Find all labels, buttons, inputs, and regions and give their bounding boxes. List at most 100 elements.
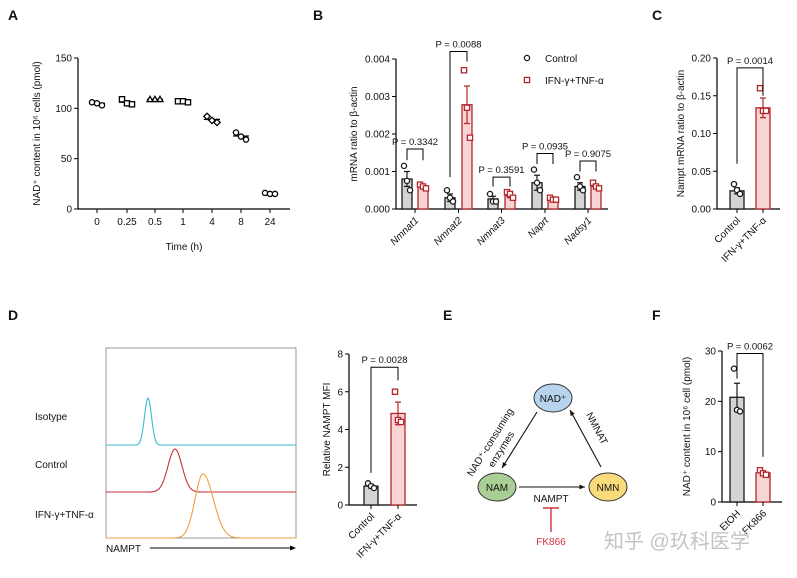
data-point bbox=[463, 104, 471, 112]
y-tick-label: 0.05 bbox=[692, 167, 712, 178]
data-point bbox=[118, 96, 126, 103]
node-nad-label: NAD⁺ bbox=[540, 394, 566, 405]
y-axis-label: Nampt mRNA ratio to β-actin bbox=[676, 70, 687, 197]
data-point bbox=[449, 198, 457, 205]
y-tick-label: 0 bbox=[710, 498, 716, 509]
y-tick-label: 0.002 bbox=[365, 130, 390, 141]
data-point bbox=[155, 94, 165, 103]
legend-marker-control bbox=[523, 54, 531, 62]
p-value-label: P = 0.3591 bbox=[478, 165, 524, 176]
x-tick-label: Nadsy1 bbox=[562, 215, 594, 247]
data-point bbox=[202, 112, 212, 121]
p-value-label: P = 0.0028 bbox=[361, 355, 407, 366]
inhibition-icon bbox=[543, 507, 559, 532]
node-nam-label: NAM bbox=[486, 483, 508, 494]
data-point bbox=[184, 99, 192, 106]
significance-bracket bbox=[736, 67, 764, 164]
panel-letter-e: E bbox=[443, 307, 452, 323]
data-point bbox=[88, 99, 96, 106]
p-value-label: P = 0.0088 bbox=[435, 40, 481, 51]
y-tick-label: 2 bbox=[337, 463, 343, 474]
data-point bbox=[730, 180, 738, 188]
legend-label-treatment: IFN-γ+TNF-α bbox=[545, 76, 604, 87]
data-point bbox=[150, 94, 160, 103]
histogram-series-label: Control bbox=[35, 460, 67, 471]
watermark: 知乎 @玖科医学 bbox=[604, 530, 750, 553]
panel-d-histogram: Isotype Control IFN-γ+TNF-α NAMPT bbox=[35, 347, 297, 555]
p-value-label: P = 0.9075 bbox=[565, 149, 611, 160]
y-tick-label: 0.20 bbox=[692, 54, 712, 65]
significance-bracket bbox=[736, 353, 764, 457]
x-tick-label: Nmnat1 bbox=[389, 215, 422, 248]
legend-label-control: Control bbox=[545, 54, 577, 65]
x-tick-label: 1 bbox=[180, 217, 186, 228]
edge-label-nampt: NAMPT bbox=[534, 494, 569, 505]
x-tick-label: 4 bbox=[209, 217, 215, 228]
data-point bbox=[736, 408, 744, 415]
arrow-head-icon bbox=[579, 484, 585, 490]
data-point bbox=[492, 198, 500, 205]
y-tick-label: 0.00 bbox=[692, 205, 712, 216]
y-tick-label: 0.10 bbox=[692, 129, 712, 140]
x-tick-label: 24 bbox=[264, 217, 276, 228]
arrow-head-icon bbox=[290, 545, 296, 551]
histogram-frame bbox=[105, 347, 297, 539]
data-point bbox=[145, 94, 155, 103]
panel-f-bar-chart: 0 10 20 30 NAD⁺ content in 10⁶ cell (pmol) Et… bbox=[682, 342, 782, 537]
arrow-nad-to-nam bbox=[501, 411, 538, 469]
y-tick-label: 8 bbox=[337, 350, 343, 361]
data-point bbox=[443, 186, 451, 194]
histogram-curve bbox=[106, 396, 296, 446]
y-tick-label: 0 bbox=[66, 205, 72, 216]
y-tick-label: 50 bbox=[61, 154, 73, 165]
data-point bbox=[736, 190, 744, 198]
panel-letter-d: D bbox=[8, 307, 18, 323]
data-point bbox=[486, 190, 494, 198]
histogram-curve bbox=[106, 473, 296, 539]
data-point bbox=[397, 418, 405, 426]
data-point bbox=[237, 133, 245, 140]
arrow-head-icon bbox=[502, 462, 507, 468]
bar bbox=[390, 412, 406, 506]
data-point bbox=[756, 84, 764, 92]
histogram-series-label: Isotype bbox=[35, 412, 68, 423]
significance-bracket bbox=[370, 366, 399, 473]
panel-letter-f: F bbox=[652, 307, 661, 323]
significance-bracket bbox=[536, 153, 554, 164]
x-tick-label: Nmnat2 bbox=[432, 215, 465, 248]
histogram-series-label: IFN-γ+TNF-α bbox=[35, 510, 94, 521]
arrow-nmn-to-nad bbox=[569, 409, 602, 468]
node-nad bbox=[533, 383, 573, 413]
significance-bracket bbox=[406, 148, 424, 161]
data-point bbox=[573, 173, 581, 181]
data-point bbox=[536, 186, 544, 194]
data-point bbox=[460, 67, 468, 74]
data-point bbox=[579, 186, 587, 194]
data-point bbox=[370, 484, 378, 492]
data-point bbox=[762, 471, 770, 479]
x-axis-label: Time (h) bbox=[166, 242, 203, 253]
node-nmn bbox=[588, 472, 628, 502]
node-nam bbox=[477, 472, 517, 502]
y-tick-label: 0.001 bbox=[365, 167, 390, 178]
p-value-label: P = 0.0062 bbox=[727, 342, 773, 353]
histogram-x-label: NAMPT bbox=[106, 544, 141, 555]
histogram-curve bbox=[106, 448, 296, 493]
data-point bbox=[762, 107, 770, 115]
y-tick-label: 0.003 bbox=[365, 92, 390, 103]
panel-letter-c: C bbox=[652, 7, 662, 23]
y-tick-label: 0 bbox=[337, 501, 343, 512]
p-value-label: P = 0.0935 bbox=[522, 142, 568, 153]
significance-bracket bbox=[579, 160, 597, 172]
node-nmn-label: NMN bbox=[597, 483, 620, 494]
panel-letter-b: B bbox=[313, 7, 323, 23]
x-tick-label: 0.5 bbox=[148, 217, 162, 228]
panel-b-bar-chart: 0.000 0.001 0.002 0.003 0.004 mRNA ratio to β… bbox=[349, 40, 611, 248]
y-tick-label: 10 bbox=[705, 447, 717, 458]
y-axis-label: NAD⁺ content in 10⁶ cell (pmol) bbox=[682, 357, 693, 496]
data-point bbox=[98, 102, 106, 109]
y-tick-label: 0.15 bbox=[692, 91, 712, 102]
y-axis-label: Relative NAMPT MFI bbox=[322, 383, 333, 477]
bar bbox=[755, 107, 771, 210]
